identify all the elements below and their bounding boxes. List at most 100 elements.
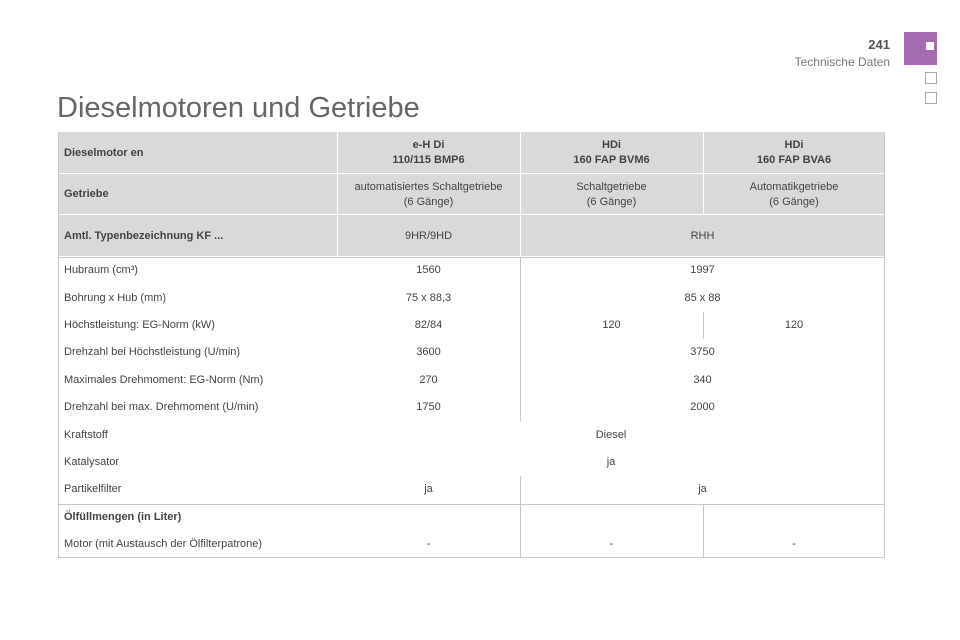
table-cell: - [520,531,703,558]
cell-text: 9HR/9HD [404,229,453,242]
table-cell: 120 [703,312,885,339]
table-cell: ja [337,476,520,503]
table-cell: Drehzahl bei Höchstleistung (U/min) [58,339,337,366]
table-cell: Maximales Drehmoment: EG-Norm (Nm) [58,367,337,394]
cell-text: Motor (mit Austausch der Ölfilterpatrone… [64,538,263,551]
column-divider [337,215,338,257]
row-divider [59,503,884,505]
column-divider [520,284,521,312]
cell-text: 340 [693,373,712,386]
table-cell: Getriebe [58,174,337,215]
section-name: Technische Daten [794,55,890,69]
cell-text: (6 Gänge) [403,195,454,208]
table-cell: RHH [520,215,885,257]
column-divider [703,503,704,531]
column-divider [703,531,704,559]
table-cell: 120 [520,312,703,339]
cell-text: Dieselmotor en [64,146,144,159]
column-divider [520,311,521,340]
cell-text: Automatikgetriebe [749,180,839,193]
cell-text: 270 [419,373,438,386]
table-cell: 85 x 88 [520,284,885,311]
cell-text: 3750 [690,346,715,359]
table-cell: Dieselmotor en [58,132,337,174]
cell-text: Drehzahl bei max. Drehmoment (U/min) [64,401,259,414]
cell-text: 75 x 88,3 [405,291,452,304]
table-cell: 75 x 88,3 [337,284,520,311]
column-divider [520,174,521,215]
cell-text: HDi [784,139,804,151]
table-cell: 1997 [520,257,885,284]
cell-text: Bohrung x Hub (mm) [64,291,167,304]
column-divider [520,215,521,257]
cell-text: Diesel [595,428,627,441]
column-divider [520,257,521,285]
table-cell: 9HR/9HD [337,215,520,257]
table-cell: Schaltgetriebe (6 Gänge) [520,174,703,215]
cell-text: - [426,538,431,551]
column-divider [520,476,521,504]
row-divider [59,257,884,258]
cell-text: 160 FAP BVA6 [756,154,832,166]
cell-text: (6 Gänge) [769,195,819,208]
table-cell: automatisiertes Schaltgetriebe (6 Gänge) [337,174,520,215]
table-cell: Kraftstoff [58,421,337,448]
cell-text: (6 Gänge) [586,195,637,208]
column-divider [703,174,704,215]
page-number: 241 [868,37,890,52]
cell-text: ja [424,483,433,496]
cell-text: Amtl. Typenbezeichnung KF ... [64,229,224,242]
cell-text: Drehzahl bei Höchstleistung (U/min) [64,346,241,359]
table-cell: HDi 160 FAP BVM6 [520,132,703,174]
table-cell: Bohrung x Hub (mm) [58,284,337,311]
table-cell: Höchstleistung: EG-Norm (kW) [58,312,337,339]
cell-text: 1560 [416,264,441,277]
cell-text: automatisiertes Schaltgetriebe [354,180,503,193]
cell-text: 160 FAP BVM6 [573,154,650,166]
column-divider [337,132,338,174]
cell-text: ja [606,455,616,468]
table-cell: 82/84 [337,312,520,339]
cell-text: HDi [602,139,621,151]
column-divider [703,311,704,340]
cell-text: Maximales Drehmoment: EG-Norm (Nm) [64,373,264,386]
cell-text: Höchstleistung: EG-Norm (kW) [64,318,215,331]
cell-text: Getriebe [64,188,109,200]
cell-text: 85 x 88 [684,291,721,304]
cell-text: Kraftstoff [64,428,108,441]
column-divider [520,132,521,174]
cell-text: - [792,538,796,551]
table-cell: - [703,531,885,558]
cell-text: 1997 [690,264,715,277]
table-cell: 3600 [337,339,520,366]
table-cell: 3750 [520,339,885,366]
table-cell: Hubraum (cm³) [58,257,337,284]
table-cell: Automatikgetriebe (6 Gänge) [703,174,885,215]
column-divider [520,503,521,531]
tab-box [925,72,937,84]
row-background [59,215,884,257]
table-cell: Ölfüllmengen (in Liter) [58,504,337,531]
cell-text: RHH [690,229,715,242]
cell-text: Katalysator [64,455,120,468]
column-divider [520,366,521,394]
column-divider [337,174,338,215]
table-cell: Amtl. Typenbezeichnung KF ... [58,215,337,257]
table-cell: 270 [337,367,520,394]
table-cell: Katalysator [58,449,337,476]
cell-text: Partikelfilter [64,483,122,496]
row-background [59,132,884,174]
column-divider [703,132,704,174]
cell-text: 82/84 [414,318,443,331]
table-cell: Diesel [337,421,885,448]
cell-text: Ölfüllmengen (in Liter) [64,510,182,523]
table-cell: Partikelfilter [58,476,337,503]
cell-text: - [609,538,614,551]
table-cell: ja [520,476,885,503]
table-cell: 1560 [337,257,520,284]
table-cell: ja [337,449,885,476]
cell-text: Hubraum (cm³) [64,264,138,277]
column-divider [520,394,521,422]
column-divider [520,339,521,367]
page-title: Dieselmotoren und Getriebe [57,92,420,124]
